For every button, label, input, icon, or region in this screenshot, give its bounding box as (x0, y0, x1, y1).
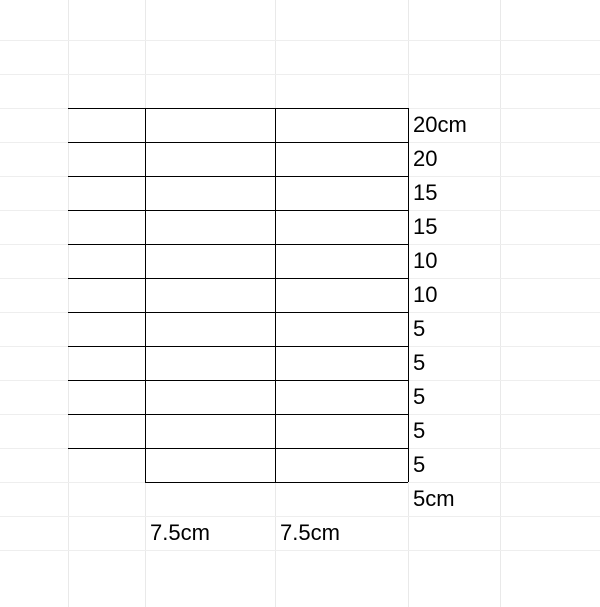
rule-h (68, 142, 408, 143)
rule-h (68, 176, 408, 177)
row-label: 5 (413, 352, 425, 374)
row-label: 5 (413, 454, 425, 476)
row-label: 20cm (413, 114, 467, 136)
rule-h (68, 312, 408, 313)
row-label: 5 (413, 318, 425, 340)
rule-h (68, 278, 408, 279)
page: 20cm 20 15 15 10 10 5 5 5 5 5 5cm 7.5cm … (0, 0, 600, 607)
rule-h (145, 482, 408, 483)
row-label: 15 (413, 182, 437, 204)
rule-v (145, 108, 146, 482)
rule-v (275, 108, 276, 482)
rule-h (68, 448, 408, 449)
row-label: 10 (413, 284, 437, 306)
col-width-label: 7.5cm (150, 522, 210, 544)
col-width-label: 7.5cm (280, 522, 340, 544)
rule-h (68, 346, 408, 347)
rule-h (68, 380, 408, 381)
rule-h (68, 108, 408, 109)
rule-v (408, 108, 409, 482)
row-label: 15 (413, 216, 437, 238)
row-label: 5 (413, 386, 425, 408)
gridline-h (0, 550, 600, 551)
gridline-h (0, 74, 600, 75)
row-label: 5cm (413, 488, 455, 510)
rule-h (68, 244, 408, 245)
gridline-h (0, 516, 600, 517)
row-label: 5 (413, 420, 425, 442)
row-label: 20 (413, 148, 437, 170)
row-label: 10 (413, 250, 437, 272)
rule-h (68, 414, 408, 415)
gridline-h (0, 40, 600, 41)
rule-h (68, 210, 408, 211)
